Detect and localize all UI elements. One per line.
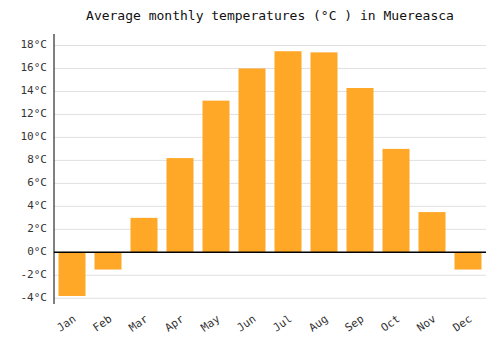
bar — [311, 52, 338, 252]
grid-line — [54, 91, 486, 92]
y-tick-label: 8°C — [27, 153, 47, 166]
x-tick-label: May — [199, 312, 223, 334]
x-axis: Jan Feb Mar Apr May Jun Jul Aug Sep Oct Nov Dec — [55, 312, 475, 334]
zero-line — [54, 252, 486, 254]
y-axis: -4°C -2°C 0°C 2°C 4°C 6°C 8°C 10°C 12°C 14°C 16°C 1… — [21, 38, 48, 304]
bar — [419, 212, 446, 252]
bar — [203, 101, 230, 253]
bar — [347, 88, 374, 252]
y-tick-label: 10°C — [21, 130, 48, 143]
grid — [54, 45, 486, 298]
grid-line — [54, 137, 486, 138]
grid-line — [54, 275, 486, 276]
grid-line — [54, 45, 486, 46]
y-tick-label: 16°C — [21, 61, 48, 74]
y-tick-label: 2°C — [27, 222, 47, 235]
x-tick-label: Feb — [91, 312, 115, 334]
grid-line — [54, 298, 486, 299]
x-tick-label: Dec — [451, 312, 475, 334]
bar — [275, 51, 302, 252]
y-tick-label: 6°C — [27, 176, 47, 189]
bar — [131, 218, 158, 252]
x-tick-label: Jul — [271, 312, 295, 334]
bar — [167, 158, 194, 252]
bar — [455, 252, 482, 269]
y-tick-label: -2°C — [21, 268, 48, 281]
y-tick-label: 14°C — [21, 84, 48, 97]
bar — [59, 252, 86, 296]
y-tick-label: -4°C — [21, 291, 48, 304]
x-tick-label: Oct — [379, 312, 403, 334]
x-tick-label: Jan — [55, 312, 79, 334]
x-tick-label: Apr — [163, 312, 187, 334]
grid-line — [54, 252, 486, 253]
title: Average monthly temperatures (°C ) in Mu… — [86, 8, 454, 23]
x-tick-label: Nov — [415, 312, 439, 334]
bars — [59, 51, 482, 296]
x-tick-label: Sep — [343, 312, 367, 334]
bar — [95, 252, 122, 269]
y-axis-line — [54, 34, 55, 304]
x-tick-label: Mar — [127, 312, 151, 334]
grid-line — [54, 114, 486, 115]
grid-line — [54, 68, 486, 69]
chart-container: -4°C -2°C 0°C 2°C 4°C 6°C 8°C 10°C 12°C 14°C 16°C 1… — [0, 0, 500, 350]
grid-line — [54, 206, 486, 207]
y-tick-label: 18°C — [21, 38, 48, 51]
y-tick-label: 0°C — [27, 245, 47, 258]
y-tick-label: 4°C — [27, 199, 47, 212]
y-tick-label: 12°C — [21, 107, 48, 120]
x-tick-label: Jun — [235, 312, 259, 334]
grid-line — [54, 160, 486, 161]
x-tick-label: Aug — [307, 312, 331, 334]
grid-line — [54, 183, 486, 184]
bar — [383, 149, 410, 252]
bar — [239, 68, 266, 252]
chart-svg: -4°C -2°C 0°C 2°C 4°C 6°C 8°C 10°C 12°C 14°C 16°C 1… — [0, 0, 500, 350]
